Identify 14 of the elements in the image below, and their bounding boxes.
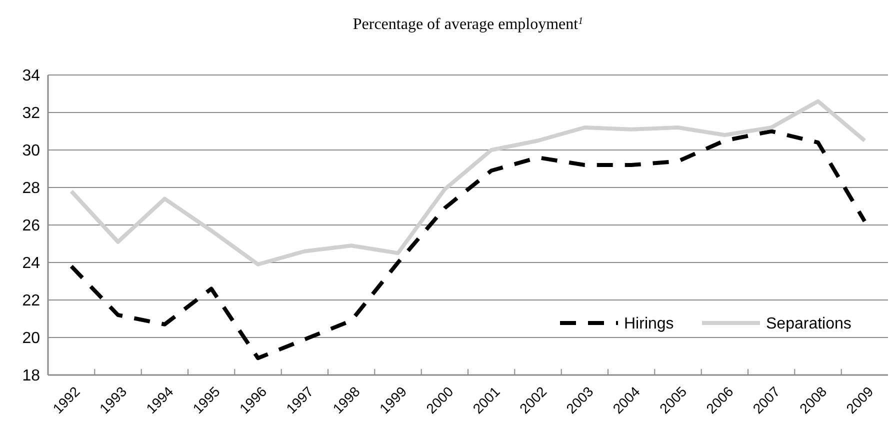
y-tick-label: 26 bbox=[22, 218, 40, 235]
y-tick-label: 34 bbox=[22, 68, 40, 85]
chart-title: Percentage of average employment$^{1}$ bbox=[352, 16, 584, 33]
y-tick-label: 30 bbox=[22, 142, 40, 160]
legend-label: Separations bbox=[766, 316, 852, 333]
y-tick-label: 20 bbox=[22, 330, 40, 348]
y-tick-label: 22 bbox=[22, 292, 40, 310]
line-series bbox=[69, 129, 867, 360]
line-series bbox=[69, 99, 867, 266]
y-tick-label: 28 bbox=[22, 180, 40, 198]
legend-label: Hirings bbox=[624, 316, 674, 333]
y-tick-label: 24 bbox=[22, 255, 40, 272]
y-tick-label: 32 bbox=[22, 105, 40, 122]
y-tick-label: 18 bbox=[22, 368, 40, 385]
